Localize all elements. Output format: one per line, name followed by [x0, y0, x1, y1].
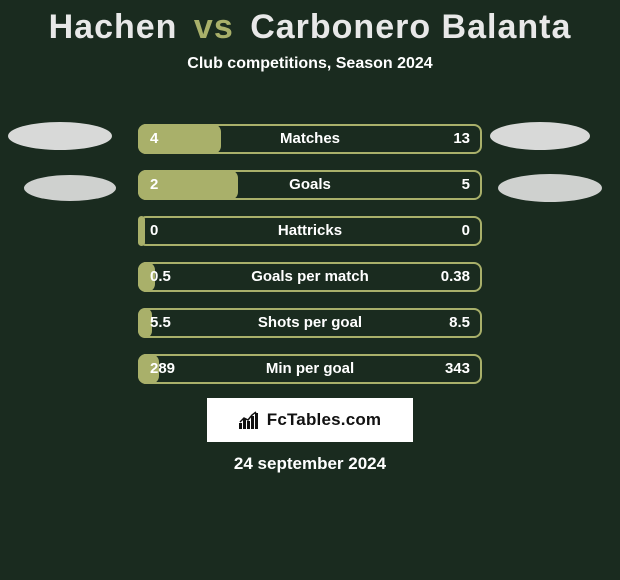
stat-right-value: 343	[445, 354, 470, 384]
ellipse-decoration	[490, 122, 590, 150]
player2-name: Carbonero Balanta	[250, 8, 571, 46]
stat-right-value: 5	[462, 170, 470, 200]
stat-right-value: 0	[462, 216, 470, 246]
stat-label: Goals per match	[138, 262, 482, 292]
stat-right-value: 8.5	[449, 308, 470, 338]
stat-row: 0Hattricks0	[138, 216, 482, 246]
stat-label: Goals	[138, 170, 482, 200]
ellipse-decoration	[24, 175, 116, 201]
bar-chart-icon	[239, 411, 261, 429]
stat-row: 289Min per goal343	[138, 354, 482, 384]
date-label: 24 september 2024	[0, 454, 620, 474]
vs-label: vs	[194, 8, 234, 46]
player1-name: Hachen	[49, 8, 178, 46]
stat-row: 0.5Goals per match0.38	[138, 262, 482, 292]
stat-label: Hattricks	[138, 216, 482, 246]
stat-right-value: 13	[453, 124, 470, 154]
stat-row: 4Matches13	[138, 124, 482, 154]
brand-text: FcTables.com	[267, 410, 382, 430]
stat-label: Matches	[138, 124, 482, 154]
stat-right-value: 0.38	[441, 262, 470, 292]
subtitle: Club competitions, Season 2024	[0, 55, 620, 73]
stat-label: Min per goal	[138, 354, 482, 384]
comparison-title: Hachen vs Carbonero Balanta	[0, 0, 620, 47]
ellipse-decoration	[8, 122, 112, 150]
stat-row: 5.5Shots per goal8.5	[138, 308, 482, 338]
stats-rows: 4Matches13 2Goals5 0Hattricks0 0.5Goals per…	[138, 124, 482, 400]
stat-row: 2Goals5	[138, 170, 482, 200]
brand-badge: FcTables.com	[207, 398, 413, 442]
stat-label: Shots per goal	[138, 308, 482, 338]
ellipse-decoration	[498, 174, 602, 202]
